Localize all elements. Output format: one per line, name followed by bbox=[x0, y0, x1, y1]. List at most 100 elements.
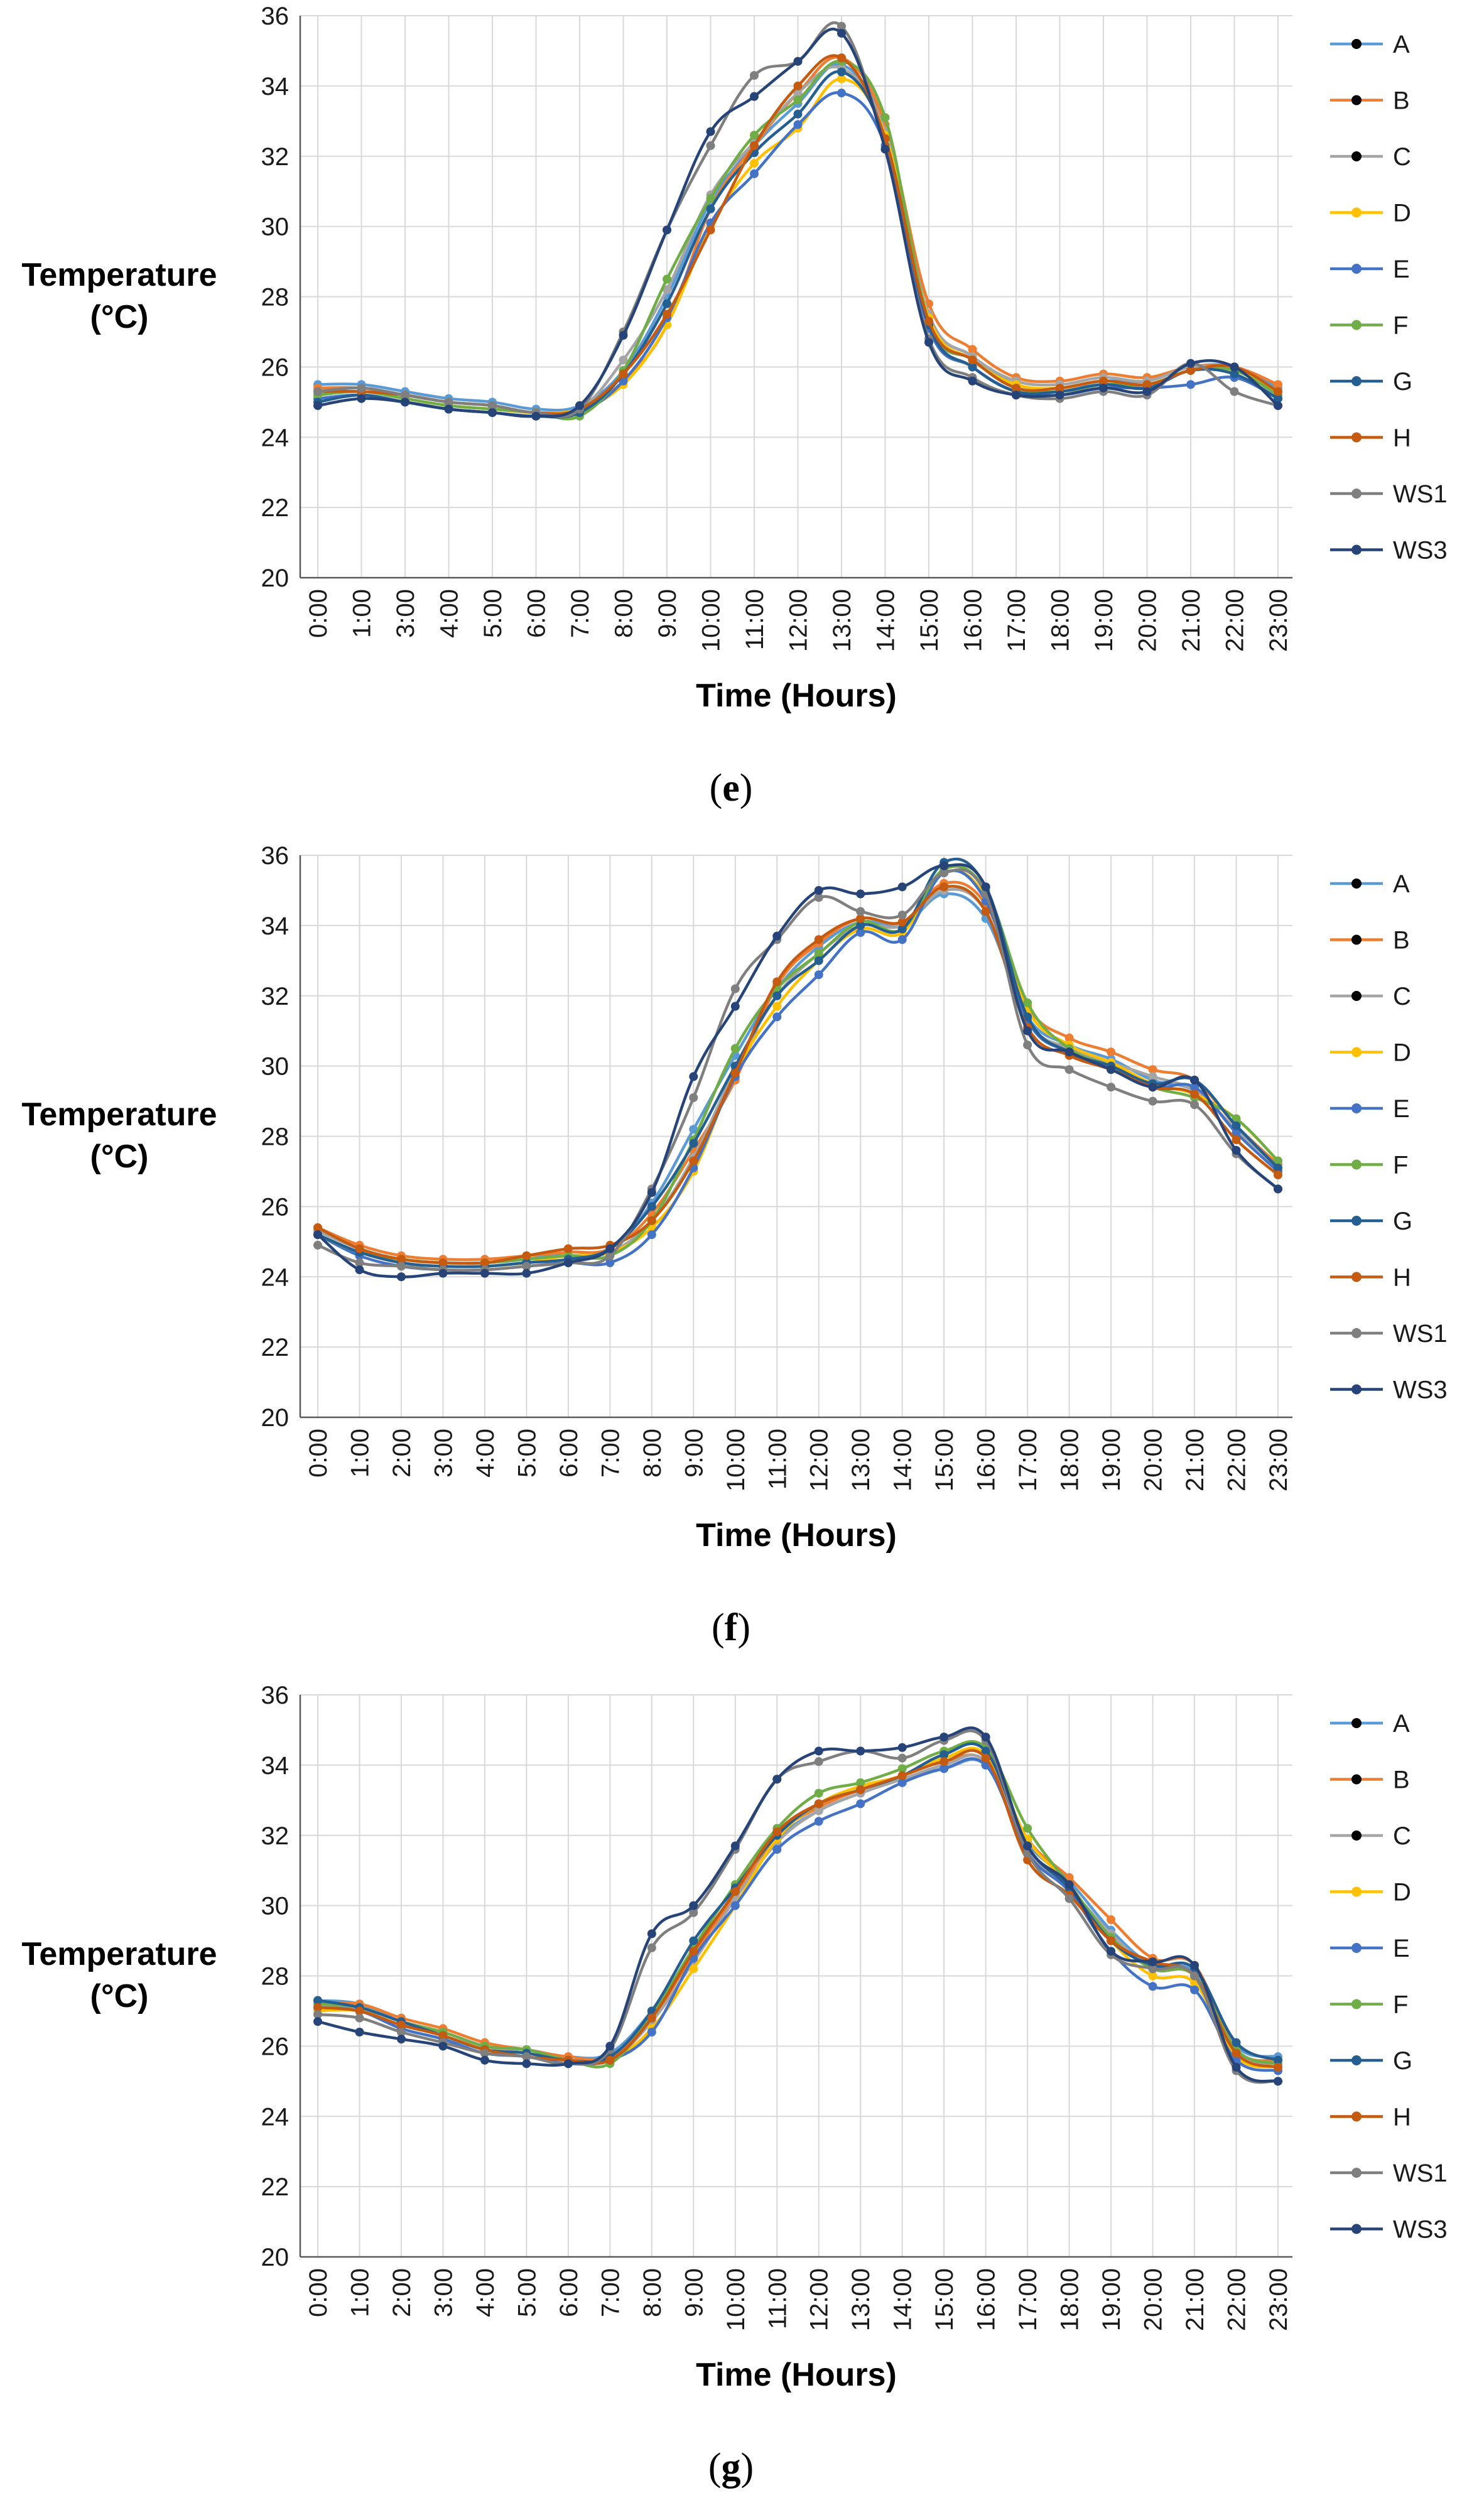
x-tick-label: 0:00 bbox=[305, 1429, 332, 1478]
y-axis-unit: (°C) bbox=[90, 1138, 149, 1175]
legend-item: F bbox=[1330, 1991, 1408, 2019]
legend-marker bbox=[1351, 1103, 1362, 1113]
data-point bbox=[1190, 1971, 1199, 1981]
data-point bbox=[924, 338, 933, 347]
data-point bbox=[750, 158, 759, 168]
legend-marker bbox=[1351, 1216, 1362, 1226]
data-point bbox=[663, 274, 671, 284]
data-point bbox=[1274, 2062, 1282, 2072]
x-tick-label: 1:00 bbox=[346, 2268, 374, 2317]
x-tick-label: 19:00 bbox=[1090, 589, 1118, 652]
series-h bbox=[313, 1749, 1282, 2072]
data-point bbox=[1232, 1145, 1241, 1155]
x-tick-label: 17:00 bbox=[1003, 589, 1031, 652]
y-tick-label: 24 bbox=[261, 1263, 290, 1291]
x-tick-label: 22:00 bbox=[1221, 589, 1249, 652]
data-point bbox=[1190, 1090, 1199, 1099]
data-point bbox=[793, 89, 803, 98]
data-point bbox=[689, 1947, 698, 1956]
data-point bbox=[647, 1188, 656, 1197]
data-point bbox=[1012, 383, 1021, 392]
data-point bbox=[814, 1806, 823, 1815]
y-tick-label: 20 bbox=[261, 565, 290, 592]
series-line bbox=[317, 1739, 1279, 2068]
data-point bbox=[1274, 1163, 1282, 1172]
data-point bbox=[793, 120, 803, 129]
legend-label: G bbox=[1393, 1208, 1412, 1235]
data-point bbox=[1107, 1083, 1116, 1092]
data-point bbox=[939, 882, 949, 892]
data-point bbox=[663, 310, 671, 319]
data-point bbox=[939, 1757, 949, 1766]
data-point bbox=[1023, 998, 1032, 1007]
y-axis-label: Temperature bbox=[21, 1096, 217, 1133]
x-tick-label: 18:00 bbox=[1056, 1429, 1084, 1491]
legend-marker bbox=[1351, 2111, 1362, 2122]
data-point bbox=[730, 1044, 740, 1053]
data-point bbox=[1274, 1184, 1282, 1194]
data-point bbox=[619, 355, 628, 365]
x-tick-label: 9:00 bbox=[680, 1429, 708, 1478]
data-point bbox=[1148, 1072, 1157, 1081]
data-point bbox=[880, 144, 890, 154]
data-point bbox=[647, 1230, 656, 1240]
data-point bbox=[313, 1230, 322, 1240]
data-point bbox=[663, 299, 671, 308]
x-tick-label: 14:00 bbox=[872, 589, 900, 652]
data-point bbox=[856, 928, 865, 938]
data-point bbox=[355, 1258, 364, 1267]
data-point bbox=[1064, 1065, 1074, 1074]
data-point bbox=[1064, 1880, 1074, 1890]
x-tick-label: 5:00 bbox=[479, 589, 507, 638]
x-tick-label: 0:00 bbox=[305, 589, 332, 638]
data-point bbox=[924, 316, 933, 326]
legend-label: D bbox=[1393, 200, 1411, 227]
legend-marker bbox=[1351, 879, 1362, 889]
y-tick-label: 34 bbox=[261, 1752, 290, 1780]
data-point bbox=[1148, 1083, 1157, 1092]
data-point bbox=[531, 411, 541, 421]
caption-open-paren: ( bbox=[710, 767, 723, 809]
x-tick-label: 14:00 bbox=[889, 1429, 917, 1491]
legend-label: C bbox=[1393, 143, 1411, 171]
series-line bbox=[317, 1726, 1279, 2083]
data-point bbox=[897, 911, 907, 920]
y-axis-label: Temperature bbox=[21, 257, 217, 293]
series-ws3 bbox=[313, 1726, 1282, 2086]
data-point bbox=[814, 970, 823, 980]
data-point bbox=[444, 404, 453, 414]
data-point bbox=[1232, 2038, 1241, 2047]
data-point bbox=[750, 71, 759, 80]
legend-marker bbox=[1351, 2055, 1362, 2065]
y-tick-label: 36 bbox=[261, 1682, 290, 1709]
data-point bbox=[1186, 380, 1195, 389]
y-tick-label: 22 bbox=[261, 2173, 290, 2201]
data-point bbox=[1148, 1096, 1157, 1106]
data-point bbox=[856, 889, 865, 899]
legend-marker bbox=[1351, 151, 1362, 161]
data-point bbox=[1023, 1824, 1032, 1833]
legend-label: E bbox=[1393, 1095, 1410, 1123]
x-tick-label: 0:00 bbox=[305, 2268, 332, 2317]
x-tick-label: 12:00 bbox=[806, 1429, 833, 1491]
chart-panel-g: 20 22 24 26 28 30 32 34 36 0:00 1:00 2:00 3:00 4:00 5:… bbox=[0, 1679, 1462, 2519]
x-tick-label: 8:00 bbox=[610, 589, 638, 638]
gridlines bbox=[300, 15, 1292, 578]
data-point bbox=[1148, 1957, 1157, 1967]
y-tick-label: 26 bbox=[261, 1193, 290, 1221]
caption-letter: f bbox=[725, 1606, 739, 1649]
legend-marker bbox=[1351, 2224, 1362, 2234]
data-point bbox=[1142, 387, 1152, 396]
data-point bbox=[1148, 1971, 1157, 1981]
data-point bbox=[856, 1799, 865, 1809]
data-point bbox=[313, 2017, 322, 2026]
data-point bbox=[1274, 2077, 1282, 2086]
data-point bbox=[480, 2048, 489, 2058]
x-tick-label: 19:00 bbox=[1098, 1429, 1125, 1491]
legend-label: A bbox=[1393, 31, 1410, 58]
data-point bbox=[689, 1964, 698, 1974]
data-point bbox=[605, 2055, 615, 2065]
y-tick-label: 30 bbox=[261, 1893, 290, 1920]
panel-caption: (e) bbox=[710, 767, 753, 809]
legend-marker bbox=[1351, 1047, 1362, 1057]
